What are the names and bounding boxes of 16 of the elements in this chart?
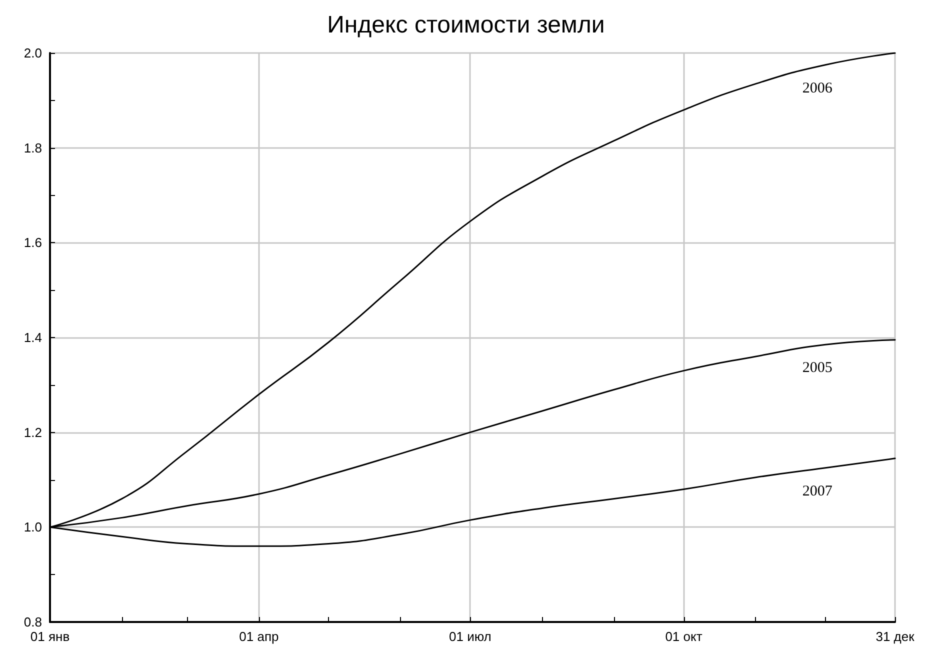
y-tick-label: 1.0 [24, 520, 42, 535]
series-label: 2005 [802, 360, 832, 376]
y-tick-label: 1.2 [24, 424, 42, 440]
x-tick-label: 31 дек [876, 629, 915, 644]
x-tick-label: 01 янв [30, 629, 70, 644]
x-tick-label: 01 июл [448, 629, 492, 644]
y-tick-label: 1.8 [24, 140, 42, 156]
y-tick-label: 1.6 [24, 235, 42, 250]
y-tick-label: 0.8 [24, 614, 42, 630]
x-tick-label: 01 окт [665, 629, 702, 644]
chart-title: Индекс стоимости земли [327, 12, 605, 38]
y-tick-label: 2.0 [24, 46, 42, 60]
series-label: 2007 [802, 483, 833, 500]
x-tick-label: 01 апр [239, 629, 279, 644]
y-tick-label: 1.4 [24, 330, 42, 345]
series-label: 2006 [802, 80, 833, 96]
